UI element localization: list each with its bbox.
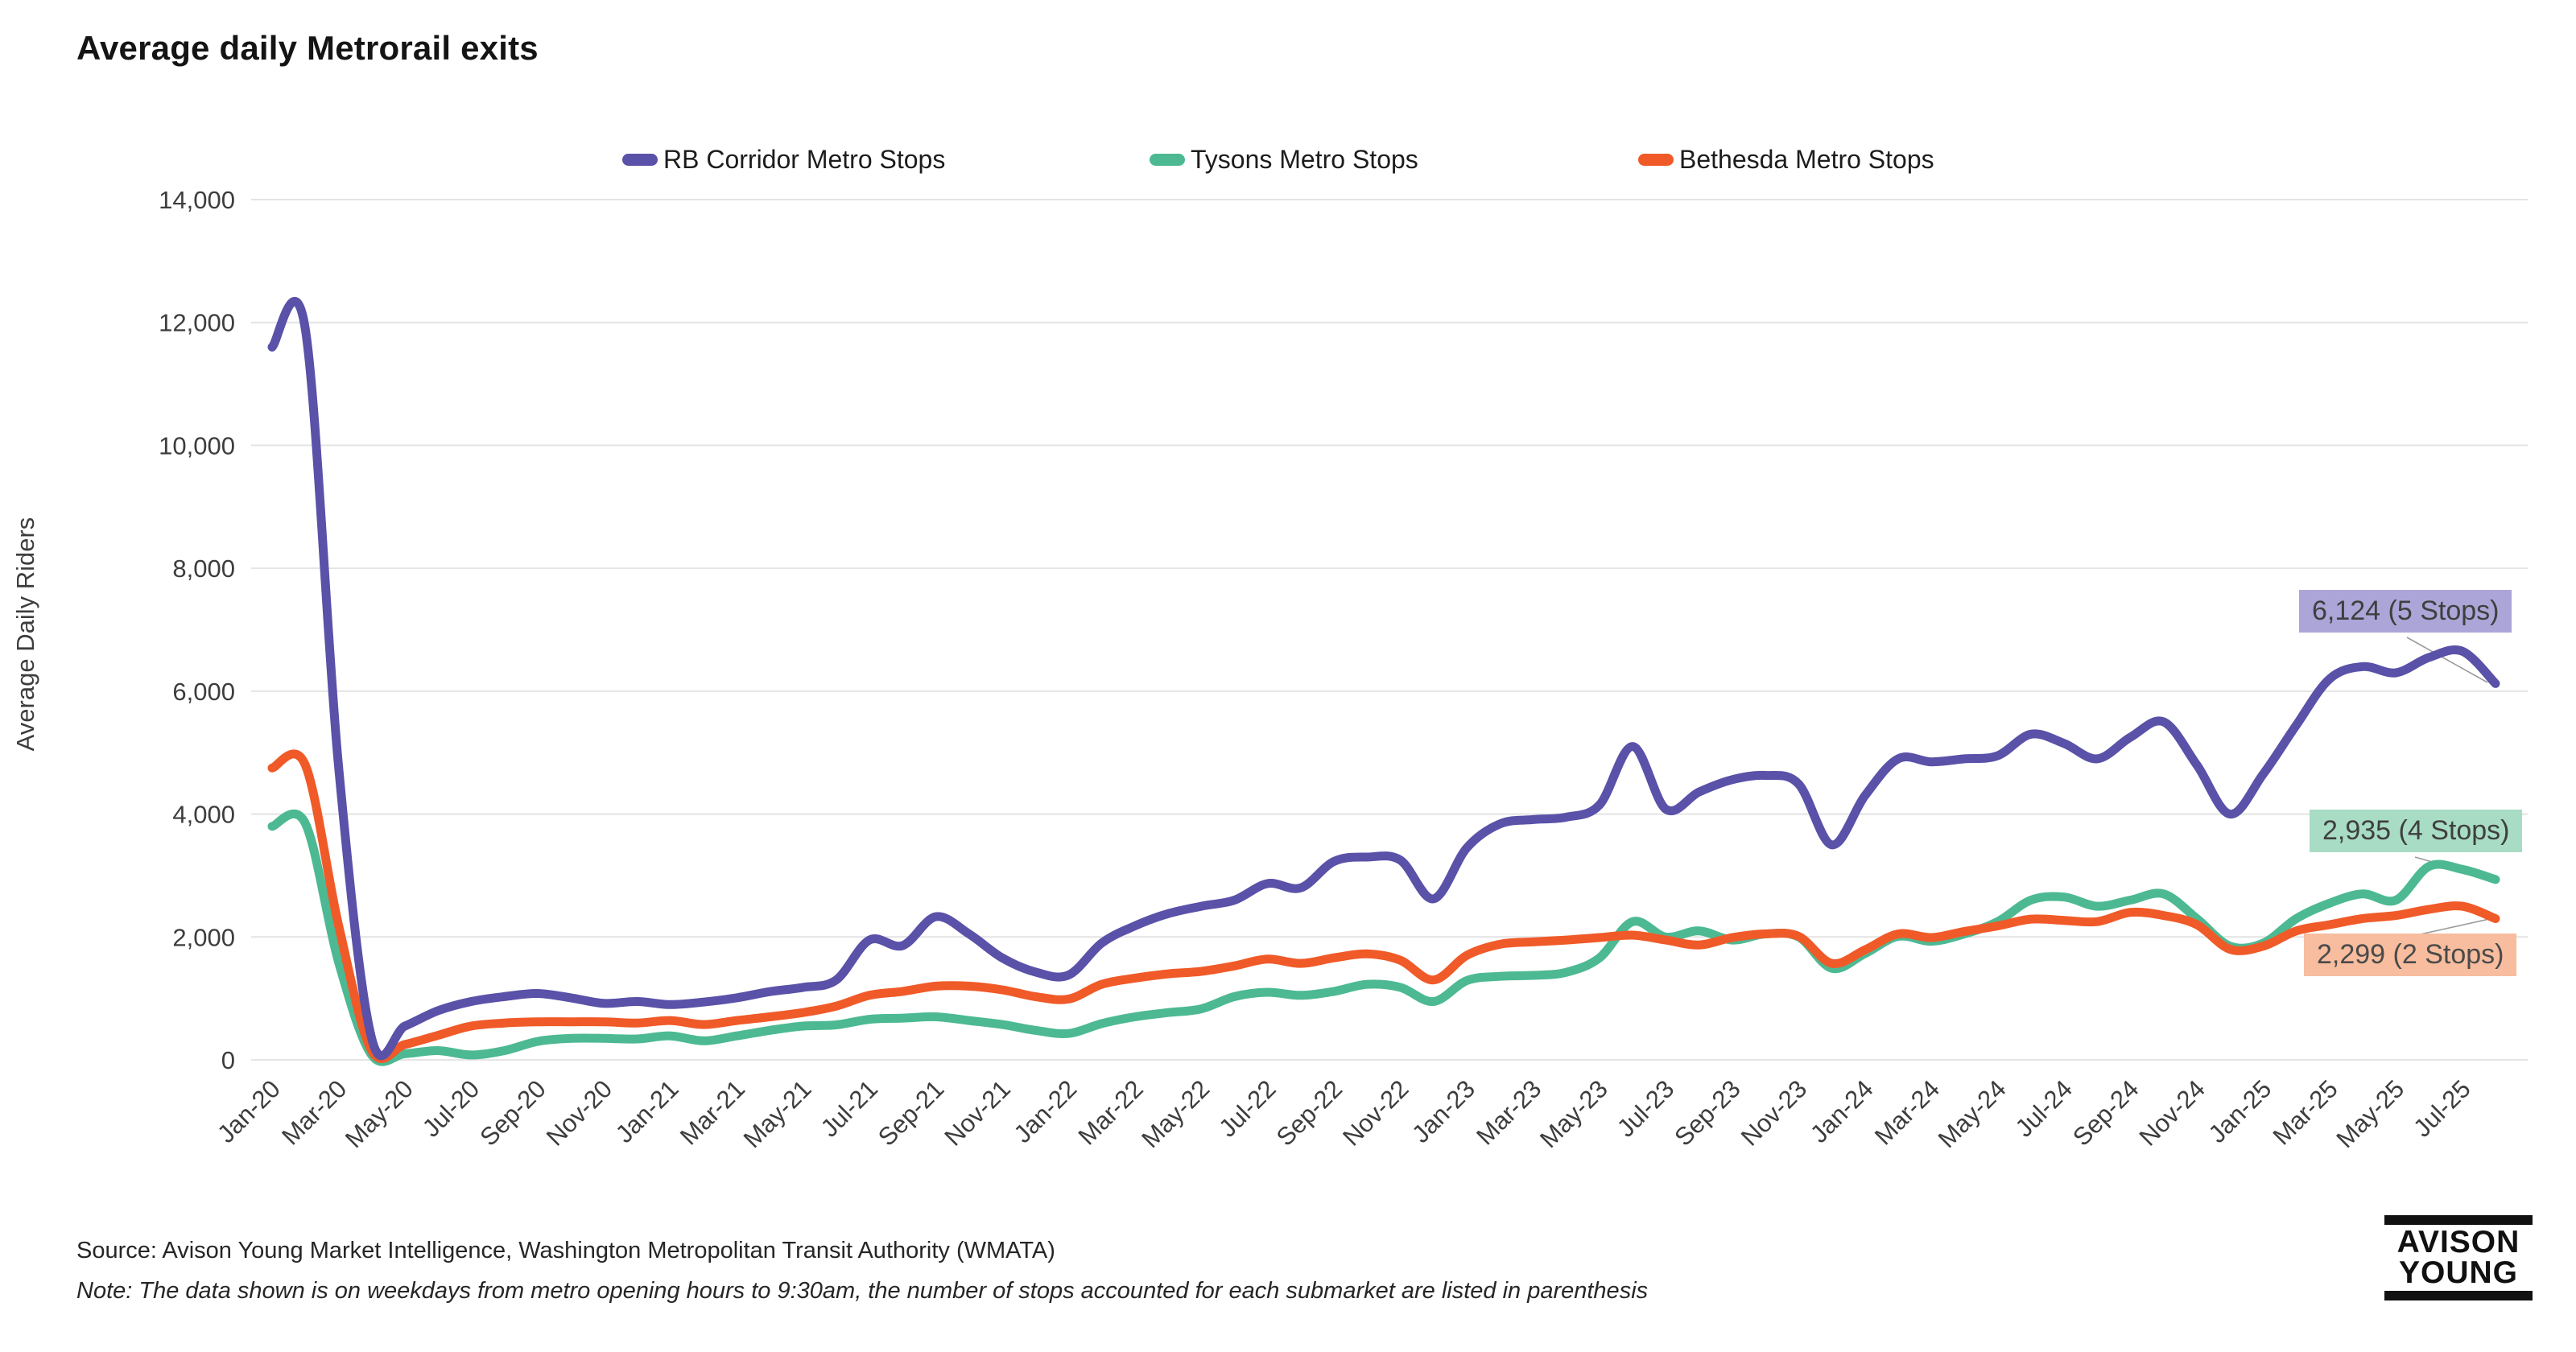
avison-young-logo: AVISON YOUNG — [2384, 1215, 2533, 1300]
legend-item-rb-corridor: RB Corridor Metro Stops — [622, 143, 945, 175]
x-tick-label: May-25 — [2330, 1074, 2409, 1153]
x-tick-label: Jan-25 — [2203, 1074, 2277, 1148]
x-tick-label: Sep-24 — [2067, 1074, 2144, 1151]
annotation-tysons-final-value: 2,935 (4 Stops) — [2310, 810, 2523, 852]
x-tick-label: Mar-25 — [2268, 1074, 2343, 1150]
logo-bottom-bar — [2384, 1291, 2533, 1300]
x-tick-label: Mar-20 — [276, 1074, 352, 1150]
y-tick-label: 14,000 — [159, 186, 235, 214]
x-tick-label: Mar-23 — [1471, 1074, 1546, 1150]
y-tick-label: 4,000 — [172, 801, 235, 829]
x-tick-label: May-21 — [738, 1074, 817, 1153]
legend-label-rb-corridor: RB Corridor Metro Stops — [663, 144, 946, 174]
x-tick-label: Sep-23 — [1669, 1074, 1745, 1151]
x-tick-label: Sep-22 — [1271, 1074, 1348, 1151]
x-tick-label: Nov-23 — [1736, 1074, 1812, 1151]
x-tick-label: Nov-24 — [2134, 1074, 2211, 1151]
x-tick-label: Jan-24 — [1805, 1074, 1879, 1148]
bethesda-line-swatch-icon — [1638, 153, 1674, 166]
x-tick-label: Nov-21 — [939, 1074, 1015, 1151]
x-tick-label: May-23 — [1534, 1074, 1613, 1153]
source-text: Source: Avison Young Market Intelligence… — [76, 1238, 1055, 1263]
x-tick-label: Sep-21 — [873, 1074, 949, 1151]
x-tick-label: Mar-21 — [675, 1074, 750, 1150]
x-tick-label: Jan-20 — [212, 1074, 286, 1148]
annotation-bethesda-final-value: 2,299 (2 Stops) — [2304, 934, 2517, 976]
annotation-leader-line — [2406, 637, 2488, 683]
tysons-line-swatch-icon — [1150, 153, 1185, 166]
x-tick-label: Mar-22 — [1073, 1074, 1149, 1150]
annotation-rb-corridor-final-value: 6,124 (5 Stops) — [2299, 590, 2512, 633]
x-tick-label: Nov-20 — [541, 1074, 617, 1151]
x-tick-label: Jan-22 — [1009, 1074, 1083, 1148]
legend-item-tysons: Tysons Metro Stops — [1150, 143, 1418, 175]
x-tick-label: May-24 — [1933, 1074, 2012, 1153]
x-tick-label: Jan-21 — [610, 1074, 684, 1148]
y-tick-label: 6,000 — [172, 678, 235, 706]
x-tick-label: Jan-23 — [1406, 1074, 1480, 1148]
logo-word-avison: AVISON — [2396, 1225, 2520, 1259]
y-tick-label: 10,000 — [159, 431, 235, 460]
x-tick-label: Sep-20 — [474, 1074, 551, 1151]
logo-top-bar — [2384, 1215, 2533, 1225]
series-line-tysons-metro-stops — [267, 809, 2500, 1066]
x-tick-label: Nov-22 — [1337, 1074, 1414, 1151]
logo-word-young: YOUNG — [2398, 1255, 2518, 1290]
legend-label-tysons: Tysons Metro Stops — [1191, 144, 1418, 174]
legend-label-bethesda: Bethesda Metro Stops — [1679, 144, 1934, 174]
y-tick-label: 12,000 — [159, 309, 235, 337]
x-tick-label: Jul-25 — [2408, 1074, 2475, 1142]
x-tick-label: May-20 — [340, 1074, 419, 1153]
y-tick-label: 0 — [221, 1046, 235, 1074]
note-text: Note: The data shown is on weekdays from… — [76, 1278, 1649, 1304]
y-tick-label: 2,000 — [172, 923, 235, 951]
chart-title: Average daily Metrorail exits — [76, 29, 539, 67]
x-tick-label: May-22 — [1136, 1074, 1215, 1153]
legend-item-bethesda: Bethesda Metro Stops — [1638, 143, 1934, 175]
series-line-bethesda-metro-stops — [267, 749, 2500, 1063]
x-tick-label: Mar-24 — [1869, 1074, 1945, 1150]
rb-corridor-line-swatch-icon — [622, 153, 658, 166]
y-tick-label: 8,000 — [172, 554, 235, 583]
series-line-rb-corridor-metro-stops — [267, 297, 2500, 1061]
